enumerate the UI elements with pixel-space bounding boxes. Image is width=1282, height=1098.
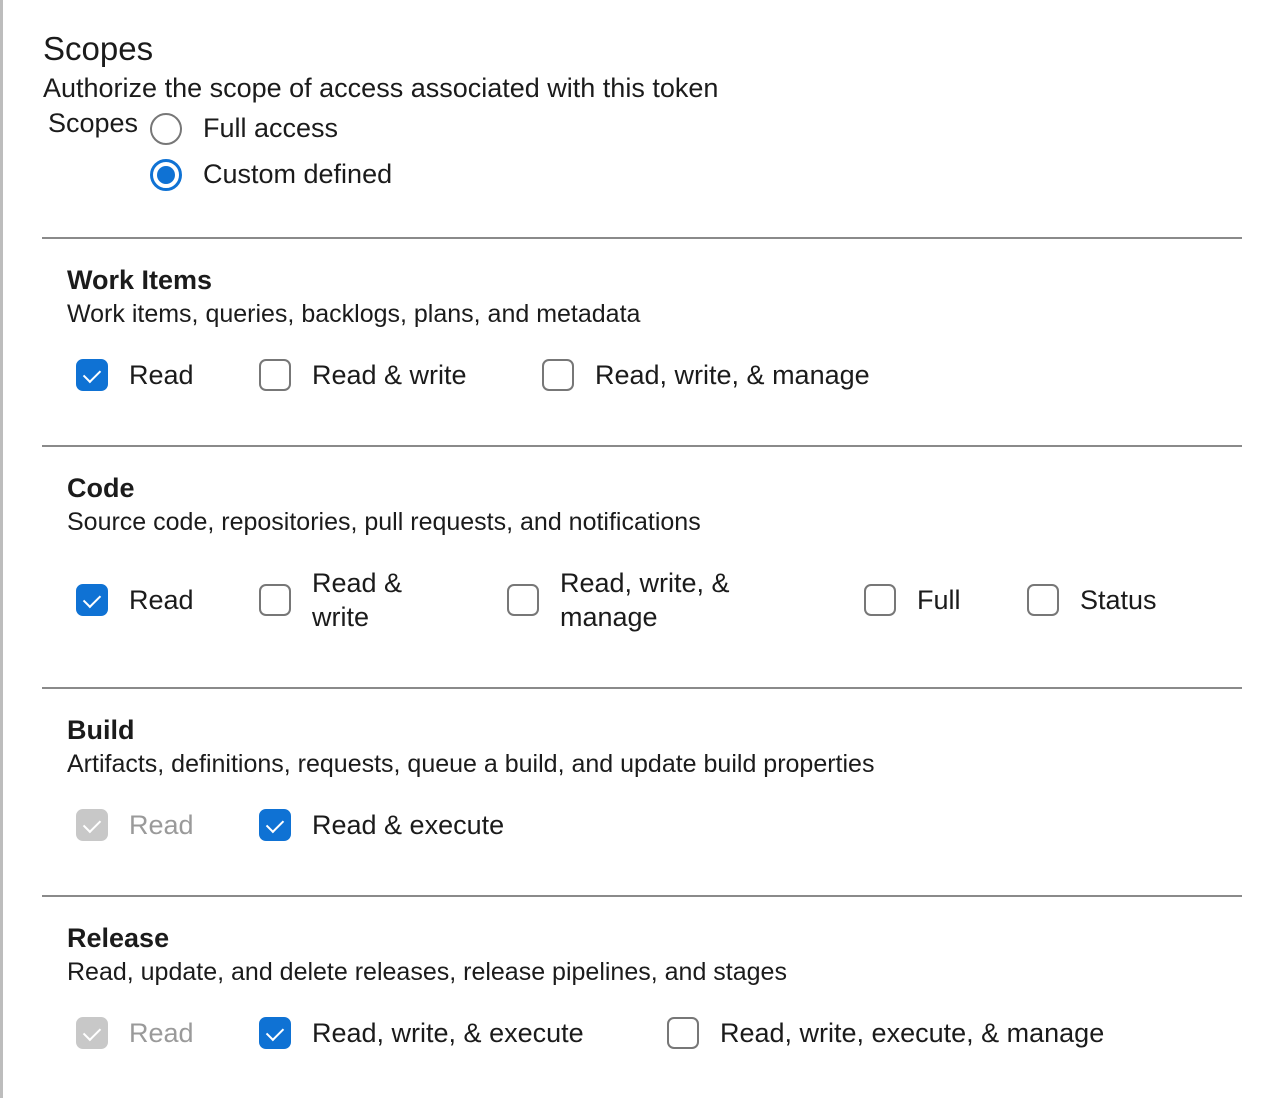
scopes-label: Scopes [48,108,139,138]
work-items-read-write-checkbox[interactable]: Read & write [259,358,467,392]
build-read-checkbox: Read [76,808,194,842]
left-border [0,0,3,1098]
checkbox-icon[interactable] [667,1017,699,1049]
full-access-label[interactable]: Full access [203,113,339,143]
checkbox-icon[interactable] [864,584,896,616]
checkbox-icon[interactable] [259,809,291,841]
checkbox-icon[interactable] [259,1017,291,1049]
section-title-code: Code [67,473,135,503]
option-label: Read & write [312,360,467,390]
checkbox-icon[interactable] [259,359,291,391]
divider [42,895,1242,897]
divider [42,445,1242,447]
option-label: Read [129,1018,194,1048]
section-title-work-items: Work Items [67,265,213,295]
checkbox-icon[interactable] [1027,584,1059,616]
code-read-write-manage-checkbox[interactable]: Read, write, & manage [507,566,752,634]
code-full-checkbox[interactable]: Full [864,583,961,617]
code-read-checkbox[interactable]: Read [76,583,194,617]
section-desc-build: Artifacts, definitions, requests, queue … [67,750,875,778]
divider [42,237,1242,239]
option-label: Read & execute [312,810,505,840]
option-label: Read [129,810,194,840]
full-access-radio[interactable] [150,113,182,145]
section-title-release: Release [67,923,170,953]
checkbox-icon[interactable] [507,584,539,616]
divider [42,687,1242,689]
checkbox-icon[interactable] [259,584,291,616]
build-read-execute-checkbox[interactable]: Read & execute [259,808,504,842]
option-label: Read, write, & execute [312,1018,584,1048]
page-title: Scopes [43,30,154,67]
option-label: Full [917,585,961,615]
page-subtitle: Authorize the scope of access associated… [43,73,719,103]
section-title-build: Build [67,715,135,745]
option-label: Read, write, execute, & manage [720,1018,1105,1048]
section-desc-code: Source code, repositories, pull requests… [67,508,701,536]
option-label: Read [129,585,194,615]
work-items-read-checkbox[interactable]: Read [76,358,194,392]
release-read-checkbox: Read [76,1016,194,1050]
code-status-checkbox[interactable]: Status [1027,583,1157,617]
release-read-write-execute-checkbox[interactable]: Read, write, & execute [259,1016,584,1050]
checkbox-icon[interactable] [76,359,108,391]
code-read-write-checkbox[interactable]: Read & write [259,566,419,634]
checkbox-icon[interactable] [76,584,108,616]
work-items-read-write-manage-checkbox[interactable]: Read, write, & manage [542,358,870,392]
option-label: Status [1080,585,1157,615]
checkbox-icon [76,1017,108,1049]
section-desc-release: Read, update, and delete releases, relea… [67,958,787,986]
checkbox-icon [76,809,108,841]
option-label: Read, write, & manage [595,360,870,390]
release-read-write-execute-manage-checkbox[interactable]: Read, write, execute, & manage [667,1016,1104,1050]
option-label: Read & write [312,568,403,632]
section-desc-work-items: Work items, queries, backlogs, plans, an… [67,300,641,328]
checkbox-icon[interactable] [542,359,574,391]
option-label: Read, write, & manage [560,568,730,632]
option-label: Read [129,360,194,390]
custom-defined-radio[interactable] [150,159,182,191]
custom-defined-label[interactable]: Custom defined [203,159,393,189]
